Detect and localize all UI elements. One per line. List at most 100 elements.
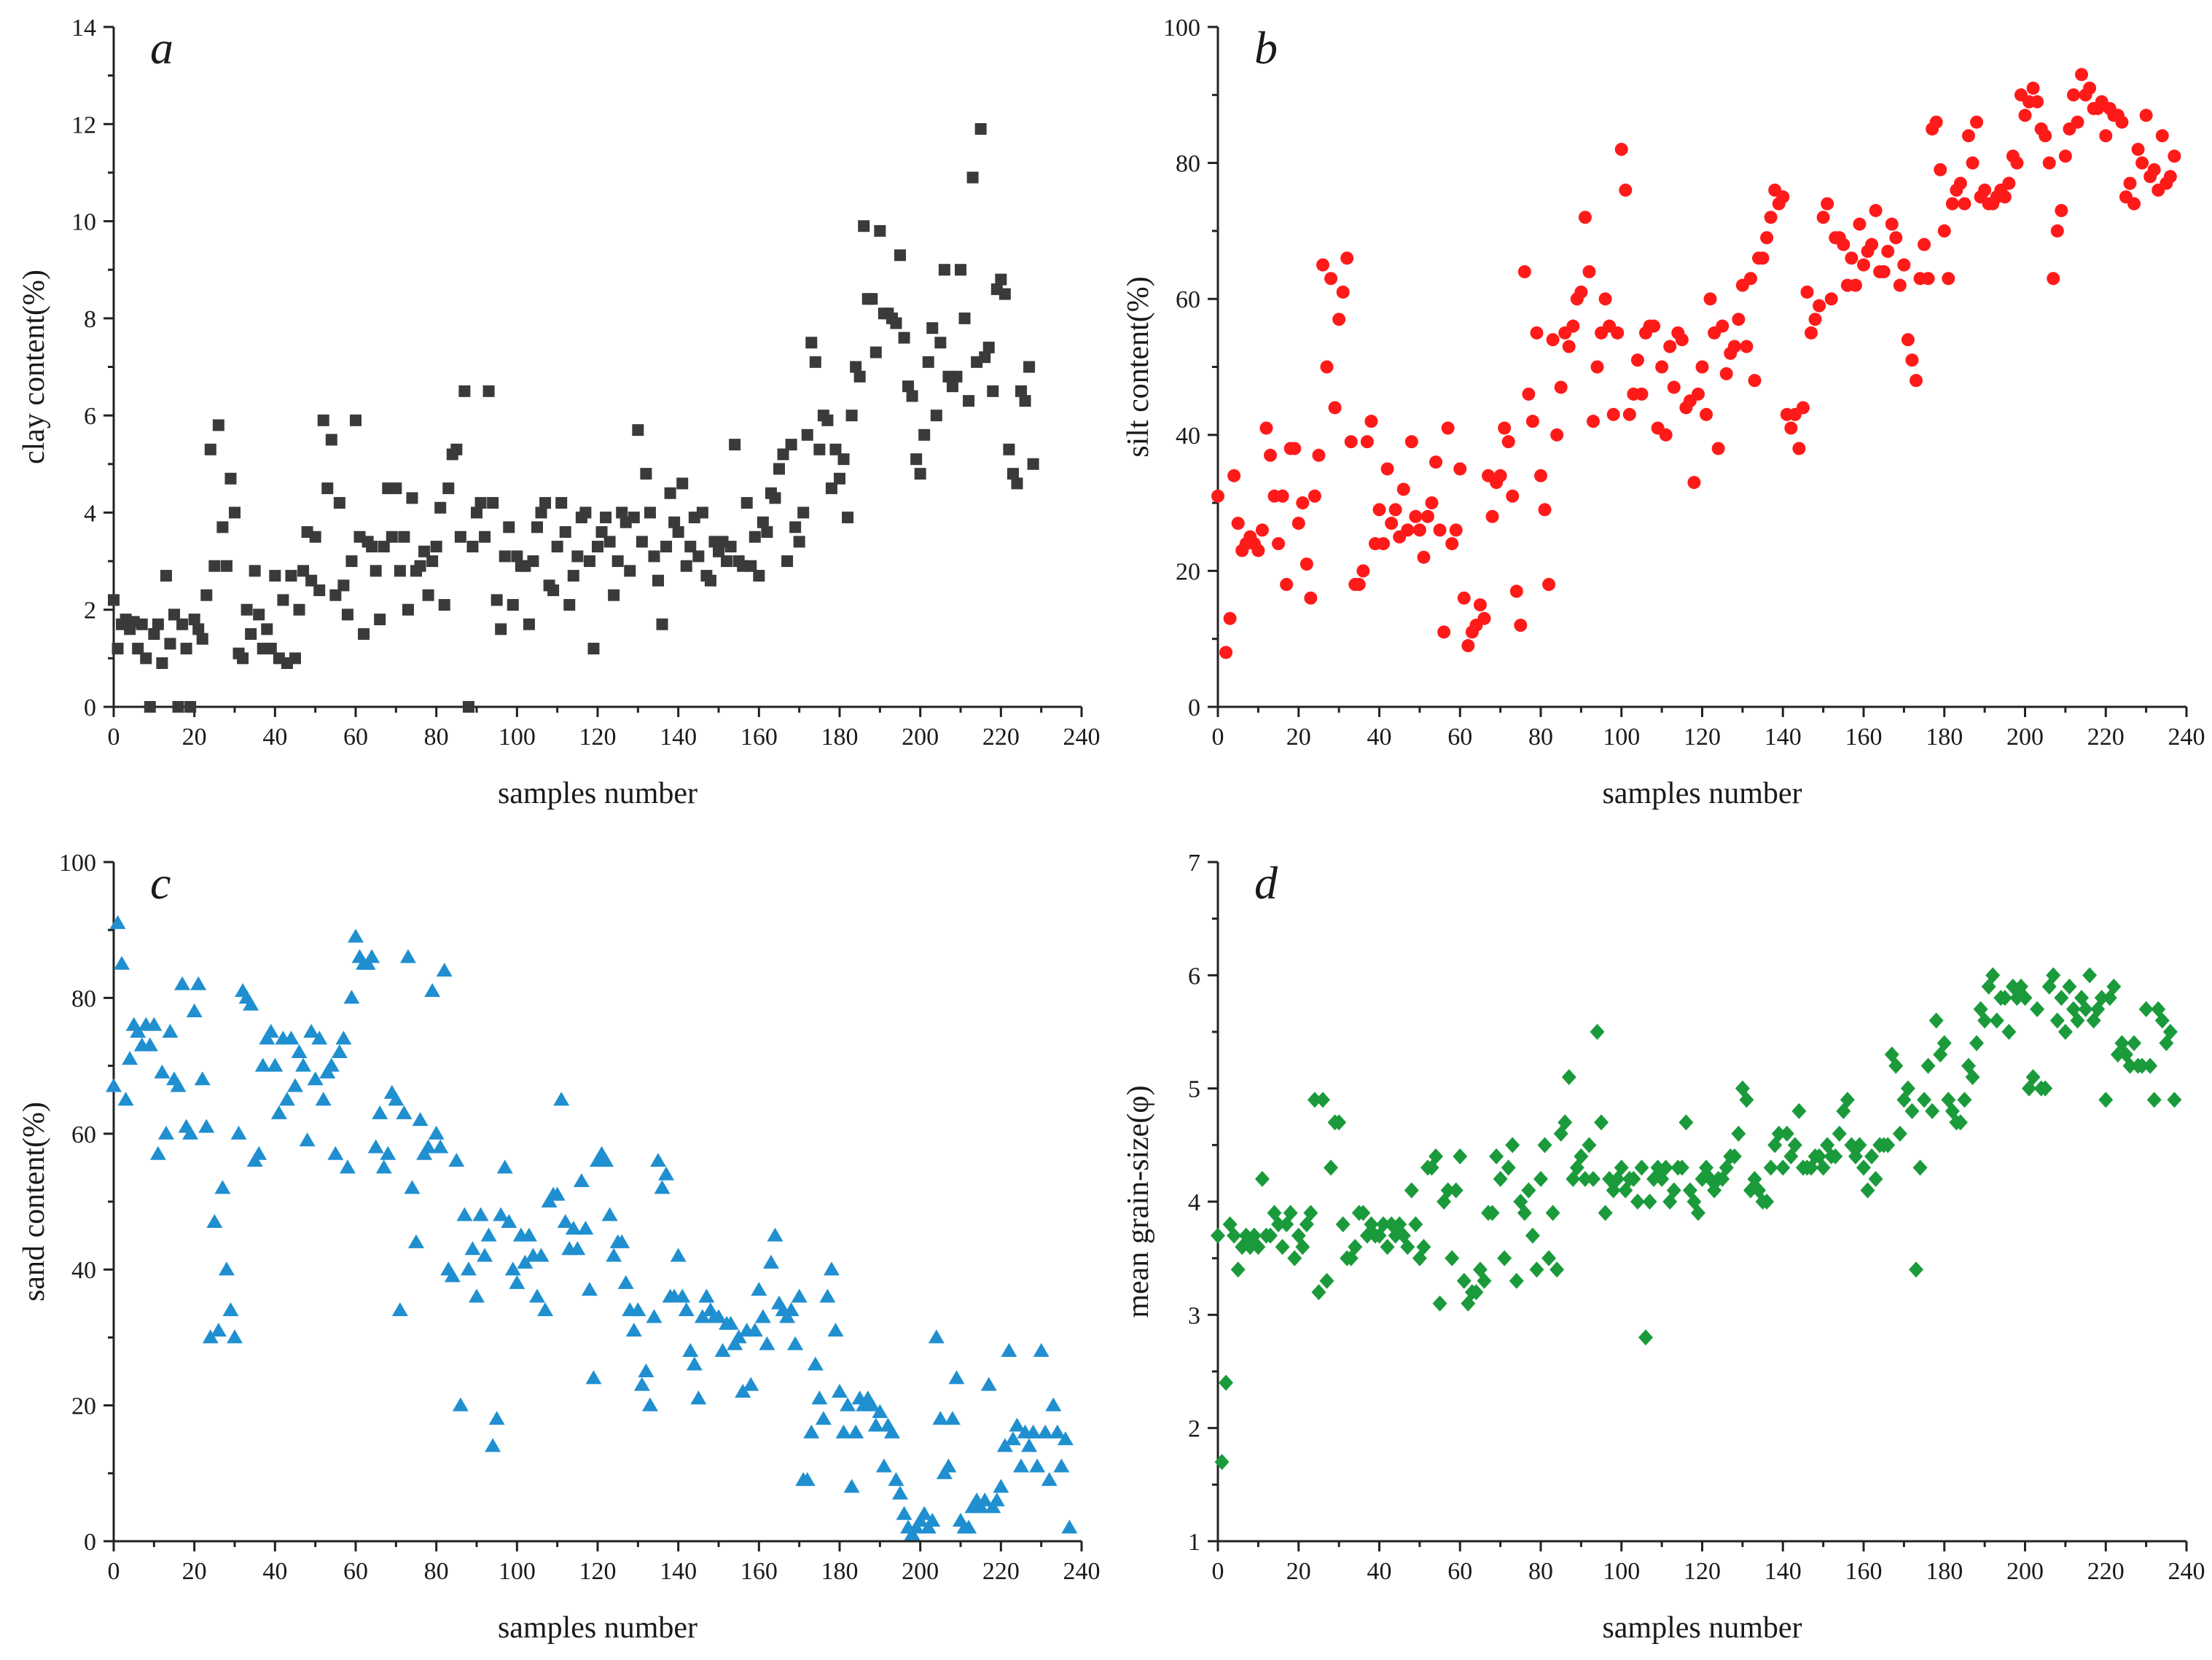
- x-tick-label: 220: [2087, 1558, 2125, 1585]
- data-point: [1868, 1170, 1883, 1187]
- data-point: [220, 560, 232, 572]
- data-point: [815, 1411, 832, 1425]
- data-point: [404, 1180, 421, 1194]
- data-point: [222, 1302, 239, 1317]
- data-point: [331, 1044, 348, 1058]
- data-point: [1853, 217, 1867, 231]
- data-point: [106, 1078, 122, 1092]
- data-point: [529, 1288, 545, 1303]
- data-point: [1493, 469, 1507, 482]
- data-point: [1416, 1239, 1431, 1256]
- data-point: [1045, 1397, 1062, 1412]
- data-point: [898, 332, 910, 344]
- data-point: [1985, 967, 2001, 984]
- y-tick-label: 20: [1176, 558, 1200, 585]
- data-point: [1522, 387, 1536, 401]
- data-point: [714, 1343, 731, 1358]
- data-point: [1335, 1216, 1351, 1233]
- data-point: [1332, 1114, 1347, 1131]
- data-point: [520, 1227, 537, 1242]
- data-point: [436, 963, 453, 977]
- data-point: [803, 1424, 820, 1438]
- data-point: [162, 1024, 179, 1038]
- data-point: [1356, 564, 1370, 578]
- data-point: [192, 623, 205, 635]
- x-tick-label: 220: [2087, 724, 2125, 751]
- data-point: [482, 385, 495, 397]
- data-point: [1611, 326, 1625, 340]
- x-tick-label: 240: [1063, 724, 1101, 751]
- data-point: [2046, 967, 2061, 984]
- data-point: [1574, 285, 1588, 299]
- x-tick-label: 200: [2006, 724, 2044, 751]
- data-point: [1719, 367, 1733, 380]
- data-point: [144, 701, 156, 713]
- data-point: [394, 565, 406, 577]
- data-point: [1033, 1343, 1050, 1358]
- data-point: [1634, 1159, 1649, 1176]
- data-point: [1642, 1194, 1657, 1210]
- data-point: [825, 482, 837, 495]
- data-point: [337, 579, 350, 592]
- data-point: [563, 599, 576, 611]
- data-point: [277, 594, 289, 606]
- x-tick-label: 120: [1684, 1558, 1721, 1585]
- data-point: [1787, 1137, 1802, 1154]
- data-point: [186, 1003, 203, 1018]
- data-point: [1800, 285, 1814, 299]
- data-point: [1731, 1125, 1746, 1142]
- data-point: [606, 1248, 622, 1262]
- data-point: [249, 565, 261, 577]
- data-point: [1848, 278, 1862, 292]
- data-point: [1057, 1431, 1074, 1446]
- data-point: [172, 701, 184, 713]
- data-point: [1029, 1458, 1046, 1473]
- y-tick-label: 0: [1188, 694, 1200, 721]
- data-point: [307, 1071, 324, 1086]
- data-point: [743, 1377, 759, 1391]
- data-point: [1533, 1170, 1548, 1187]
- data-point: [472, 1207, 489, 1221]
- data-point: [305, 574, 318, 587]
- data-point: [1674, 1159, 1689, 1176]
- data-point: [1372, 503, 1386, 517]
- y-tick-label: 0: [84, 694, 96, 721]
- x-tick-label: 40: [1367, 1558, 1392, 1585]
- y-tick-label: 60: [1176, 286, 1200, 313]
- data-point: [682, 1343, 699, 1358]
- data-point: [1666, 1182, 1681, 1199]
- data-point: [202, 1329, 219, 1344]
- data-point: [1675, 333, 1689, 347]
- data-point: [210, 1323, 227, 1337]
- data-point: [1921, 272, 1935, 286]
- data-point: [894, 249, 906, 262]
- data-point: [624, 565, 636, 577]
- data-point: [1445, 1250, 1460, 1266]
- data-point: [1997, 990, 2012, 1006]
- y-tick-label: 6: [84, 403, 96, 430]
- data-point: [1816, 1159, 1831, 1176]
- x-tick-label: 0: [1212, 724, 1224, 751]
- data-point: [343, 990, 360, 1004]
- data-point: [1805, 326, 1818, 340]
- data-point: [535, 506, 547, 519]
- data-point: [2055, 203, 2068, 217]
- data-point: [493, 1207, 509, 1221]
- data-point: [1700, 407, 1713, 421]
- x-tick-label: 140: [660, 724, 697, 751]
- data-point: [914, 468, 926, 480]
- data-point: [1259, 421, 1273, 435]
- data-point: [2062, 978, 2077, 995]
- data-point: [245, 628, 257, 641]
- data-point: [1824, 292, 1838, 306]
- data-point: [1574, 1148, 1589, 1164]
- data-point: [350, 414, 361, 426]
- data-point: [323, 1057, 340, 1072]
- data-points: [106, 915, 1078, 1540]
- data-point: [194, 1071, 211, 1086]
- data-point: [176, 618, 189, 630]
- data-point: [1598, 292, 1612, 306]
- data-point: [940, 1458, 957, 1473]
- data-point: [692, 550, 705, 563]
